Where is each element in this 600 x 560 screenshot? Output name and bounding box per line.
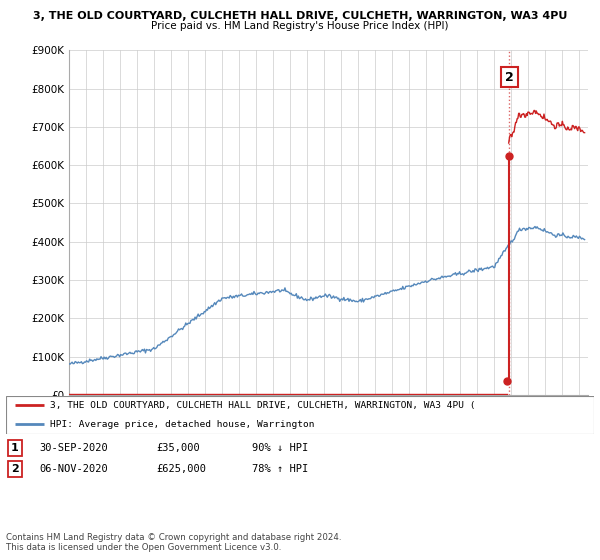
Text: 90% ↓ HPI: 90% ↓ HPI (252, 443, 308, 453)
Text: £625,000: £625,000 (156, 464, 206, 474)
Text: 06-NOV-2020: 06-NOV-2020 (39, 464, 108, 474)
Text: 2: 2 (11, 464, 19, 474)
Text: 78% ↑ HPI: 78% ↑ HPI (252, 464, 308, 474)
Text: This data is licensed under the Open Government Licence v3.0.: This data is licensed under the Open Gov… (6, 543, 281, 552)
Text: 2: 2 (505, 71, 514, 83)
Text: 3, THE OLD COURTYARD, CULCHETH HALL DRIVE, CULCHETH, WARRINGTON, WA3 4PU: 3, THE OLD COURTYARD, CULCHETH HALL DRIV… (33, 11, 567, 21)
Text: Price paid vs. HM Land Registry's House Price Index (HPI): Price paid vs. HM Land Registry's House … (151, 21, 449, 31)
Text: HPI: Average price, detached house, Warrington: HPI: Average price, detached house, Warr… (50, 420, 314, 429)
Text: 30-SEP-2020: 30-SEP-2020 (39, 443, 108, 453)
Text: Contains HM Land Registry data © Crown copyright and database right 2024.: Contains HM Land Registry data © Crown c… (6, 533, 341, 542)
Text: 3, THE OLD COURTYARD, CULCHETH HALL DRIVE, CULCHETH, WARRINGTON, WA3 4PU (: 3, THE OLD COURTYARD, CULCHETH HALL DRIV… (50, 401, 476, 410)
FancyBboxPatch shape (6, 396, 594, 434)
Text: 1: 1 (11, 443, 19, 453)
Text: £35,000: £35,000 (156, 443, 200, 453)
